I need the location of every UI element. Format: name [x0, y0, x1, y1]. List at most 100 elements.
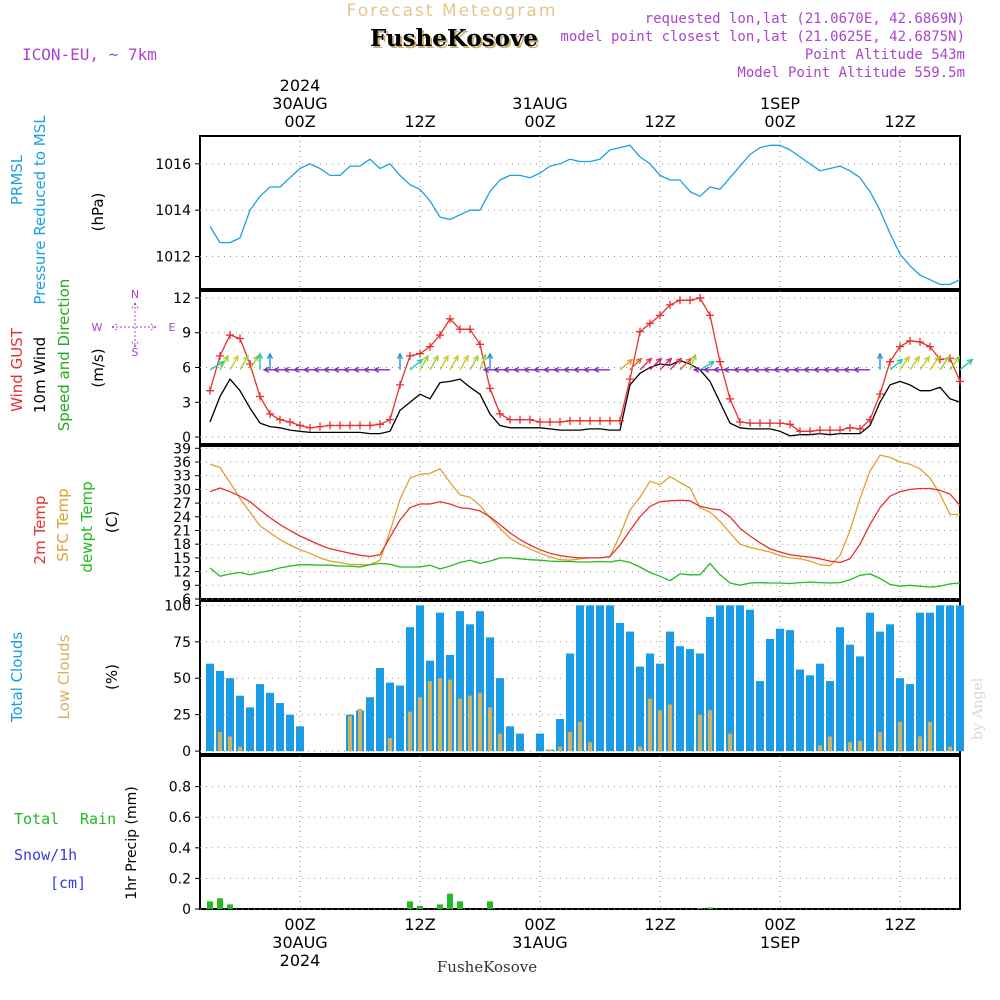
ytick-label: 100	[164, 598, 191, 614]
low-cloud-bar	[498, 733, 502, 752]
ytick-label: 0.8	[169, 780, 191, 796]
wind-arrow-head	[722, 366, 730, 373]
rain-bar	[447, 893, 453, 909]
closest-point: model point closest lon,lat (21.0625E, 4…	[560, 29, 965, 45]
total-cloud-bar	[806, 675, 814, 752]
low-cloud-bar	[588, 742, 592, 751]
wind-arrow-head	[772, 366, 780, 373]
wind-arrow-head	[966, 358, 974, 365]
wind-direction-arrow	[639, 358, 652, 371]
ytick-label: 1014	[155, 203, 191, 219]
total-cloud-bar	[586, 605, 594, 752]
gust-marker	[216, 351, 224, 360]
wind-direction-arrow	[449, 355, 459, 371]
cloud-label-unit: (%)	[103, 664, 121, 690]
total-cloud-bar	[916, 612, 924, 752]
pressure-label-unit: (hPa)	[89, 193, 107, 232]
time-tick-label-top: 1SEP	[760, 94, 800, 113]
precip-axis-label: 1hr Precip (mm)	[124, 786, 140, 899]
compass-south: S	[132, 346, 139, 359]
total-cloud-bar	[676, 646, 684, 752]
wind-arrow-head	[953, 355, 961, 363]
precip-label-cm: [cm]	[50, 874, 86, 892]
cloud-label-total: Total Clouds	[8, 632, 26, 724]
total-cloud-bar	[716, 605, 724, 752]
wind-arrow-head	[876, 352, 884, 360]
gust-marker	[726, 394, 734, 403]
wind-arrow-head	[532, 366, 540, 373]
temp-2m-line	[209, 487, 961, 564]
time-tick-label-bottom: 30AUG	[272, 933, 327, 952]
gust-marker	[666, 300, 674, 309]
rain-bar	[707, 907, 713, 909]
total-cloud-bar	[636, 666, 644, 752]
total-cloud-bar	[866, 612, 874, 752]
wind-arrow-head	[812, 366, 820, 373]
total-cloud-bar	[946, 605, 954, 752]
low-cloud-bar	[828, 736, 832, 752]
time-tick-label-bottom: 12Z	[644, 915, 675, 934]
rain-bar	[207, 901, 213, 909]
wind-arrow-head	[486, 352, 494, 360]
wind-arrow-head	[690, 353, 697, 361]
low-cloud-bar	[468, 695, 472, 752]
low-cloud-bar	[428, 681, 432, 751]
requested-point: requested lon,lat (21.0670E, 42.6869N)	[645, 11, 965, 27]
ytick-label: 75	[173, 635, 191, 651]
gust-marker	[696, 293, 704, 302]
wind-arrow-head	[832, 366, 840, 373]
total-cloud-bar	[556, 719, 564, 752]
time-tick-label-bottom: 12Z	[884, 915, 915, 934]
total-cloud-bar	[926, 612, 934, 752]
wind-arrow-head	[712, 366, 720, 373]
total-cloud-bar	[396, 685, 404, 752]
rain-bar	[457, 901, 463, 909]
wind-arrow-head	[685, 357, 693, 365]
gust-marker	[336, 421, 344, 430]
time-tick-label-bottom: 31AUG	[512, 933, 567, 952]
low-cloud-bar	[238, 746, 242, 752]
gust-marker	[646, 319, 654, 328]
compass-north: N	[131, 288, 139, 301]
ytick-label: 33	[173, 469, 191, 485]
ytick-label: 0	[182, 430, 191, 446]
gust-marker	[496, 409, 504, 418]
temp-label-sfc: SFC Temp	[54, 488, 72, 561]
wind-arrow-head	[923, 355, 931, 363]
gust-marker	[296, 421, 304, 430]
low-cloud-bar	[648, 698, 652, 752]
wind-arrow-head	[762, 366, 770, 373]
low-cloud-bar	[548, 749, 552, 752]
low-cloud-bar	[848, 742, 852, 751]
wind-direction-arrow	[229, 355, 239, 371]
wind-direction-arrow	[469, 355, 479, 371]
ytick-label: 3	[182, 395, 191, 411]
total-cloud-bar	[786, 630, 794, 751]
gust-marker	[846, 423, 854, 432]
wind-arrow-head	[542, 366, 550, 373]
rain-bar	[487, 901, 493, 909]
wind-direction-arrow	[659, 358, 672, 371]
time-tick-label-top: 31AUG	[512, 94, 567, 113]
wind-arrow-head	[442, 354, 449, 362]
gust-marker	[456, 325, 464, 334]
low-cloud-bar	[928, 721, 932, 751]
ytick-label: 50	[173, 671, 191, 687]
wind-arrow-head	[933, 355, 941, 363]
total-cloud-bar	[816, 663, 824, 752]
gust-marker	[786, 420, 794, 429]
time-tick-label-top: 00Z	[764, 112, 795, 131]
station-title-shadow: FusheKosove	[372, 27, 540, 54]
precip-label-rain: Rain	[80, 810, 116, 828]
time-tick-label-top: 2024	[280, 76, 321, 95]
gust-marker	[206, 386, 214, 395]
total-cloud-bar	[896, 678, 904, 752]
total-cloud-bar	[626, 631, 634, 752]
gust-marker	[866, 415, 874, 424]
wind-arrow-head	[452, 354, 459, 362]
wind-arrow-head	[222, 354, 229, 362]
total-cloud-bar	[536, 733, 544, 752]
wind-direction-arrow	[629, 358, 642, 371]
